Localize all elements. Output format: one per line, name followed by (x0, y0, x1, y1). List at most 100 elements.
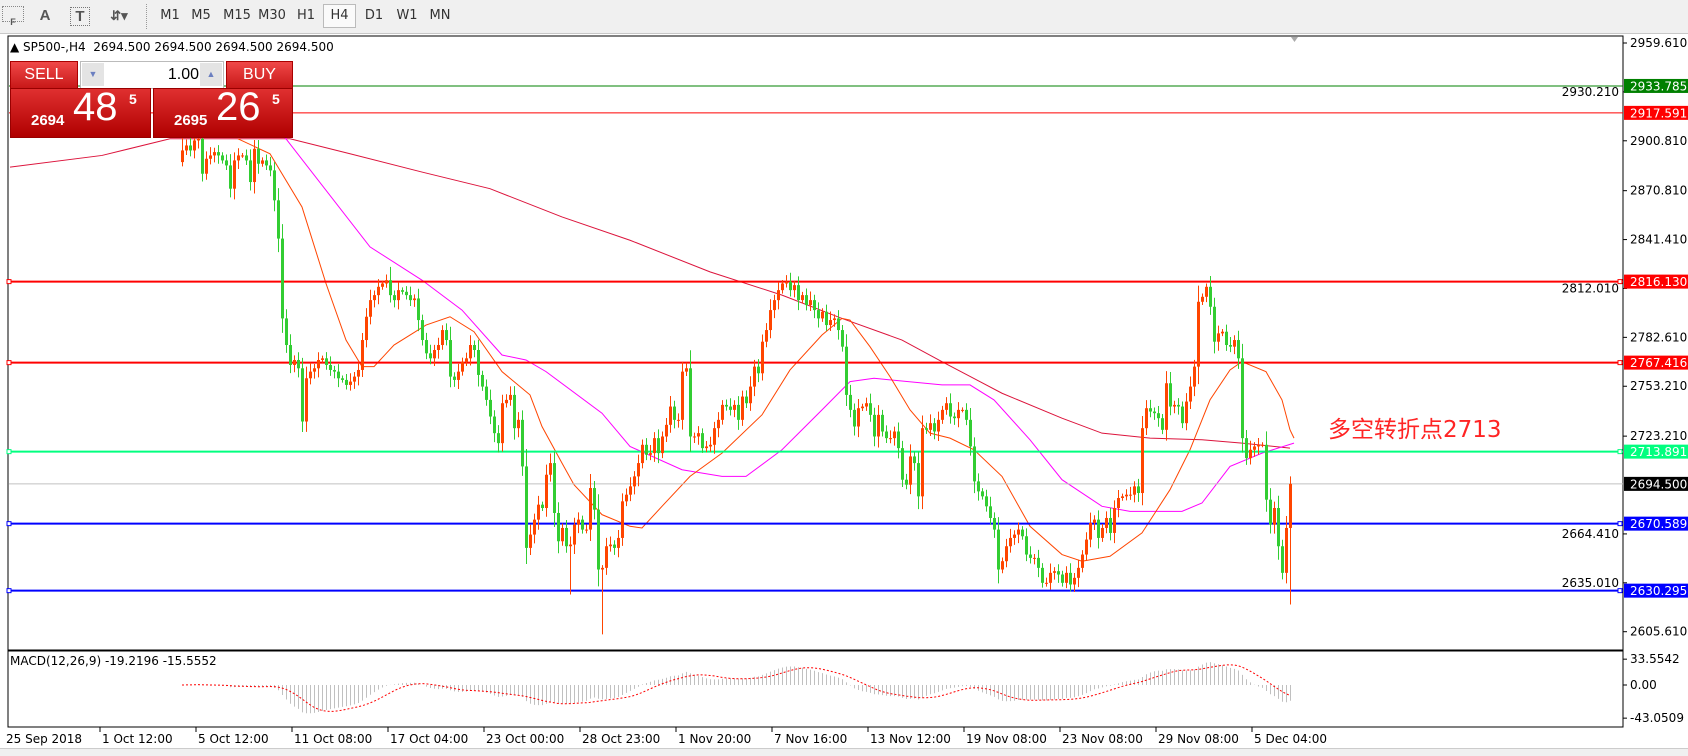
candle-body (1097, 519, 1100, 538)
candle (613, 540, 616, 555)
candle-body (925, 428, 928, 430)
candle (1265, 431, 1268, 512)
candle-body (805, 295, 808, 306)
candle (1217, 325, 1220, 351)
chart-shift-marker-icon[interactable] (1291, 37, 1298, 42)
candle (401, 287, 404, 295)
level-price-label: 2694.500 (1630, 477, 1687, 491)
candle (829, 311, 832, 331)
candle (745, 390, 748, 409)
candle (757, 359, 760, 383)
timeframe-m15-button[interactable]: M15 (223, 8, 251, 23)
grid-f-icon[interactable]: F (2, 6, 24, 27)
candle (309, 362, 312, 385)
macd-axis-label: 0.00 (1630, 678, 1657, 692)
moving-averages (9, 121, 1295, 562)
buy-button[interactable]: BUY (226, 61, 293, 89)
candle (721, 400, 724, 425)
candle-body (1073, 577, 1076, 585)
candle (737, 396, 740, 430)
candle-body (897, 431, 900, 449)
candle (1061, 570, 1064, 587)
lot-decrease-icon[interactable]: ▼ (82, 63, 104, 86)
timeframe-m1-button[interactable]: M1 (160, 8, 180, 23)
moving-average-line (269, 121, 1295, 512)
candle (385, 274, 388, 288)
candle-body (1205, 286, 1208, 297)
candle (541, 501, 544, 511)
candle (353, 372, 356, 389)
lot-size-stepper[interactable]: ▼ 1.00 ▲ (80, 61, 224, 89)
candle-body (1173, 404, 1176, 407)
candle (429, 344, 432, 365)
candle-body (529, 534, 532, 548)
time-tick-label: 29 Nov 08:00 (1158, 732, 1239, 746)
buy-price-button[interactable]: 2695 26 5 (153, 85, 293, 138)
candle (901, 440, 904, 487)
candle-body (293, 359, 296, 365)
candle (913, 451, 916, 471)
candle (1221, 328, 1224, 337)
candle-body (1129, 494, 1132, 496)
candle-body (765, 330, 768, 342)
candle-body (901, 448, 904, 480)
timeframe-w1-button[interactable]: W1 (396, 8, 418, 23)
candle-body (885, 431, 888, 439)
candle-body (413, 298, 416, 301)
buy-price-fraction: 5 (272, 91, 280, 107)
timeframe-m5-button[interactable]: M5 (191, 8, 211, 23)
candle-body (997, 529, 1000, 570)
candle (525, 449, 528, 564)
candle (705, 441, 708, 453)
candle-body (305, 378, 308, 422)
candle (1253, 442, 1256, 457)
candle (1033, 554, 1036, 565)
level-handle-left (6, 449, 12, 455)
candle-body (1241, 358, 1244, 439)
arrows-dropdown-icon[interactable]: ⇵▾ (110, 8, 128, 23)
candle-body (973, 446, 976, 482)
candle (1261, 442, 1264, 448)
lot-increase-icon[interactable]: ▲ (200, 63, 222, 86)
timeframe-m30-button[interactable]: M30 (258, 8, 286, 23)
macd-label: MACD(12,26,9) -19.2196 -15.5552 (10, 654, 217, 668)
candle-body (613, 544, 616, 548)
timeframe-mn-button[interactable]: MN (429, 8, 451, 23)
candle-body (557, 512, 560, 542)
candle-body (685, 368, 688, 372)
candle (461, 357, 464, 376)
level-price-label: 2767.416 (1630, 356, 1687, 370)
candle (1169, 371, 1172, 416)
candle-body (405, 291, 408, 296)
candle (585, 524, 588, 534)
sell-button[interactable]: SELL (10, 61, 78, 89)
candle-body (1237, 340, 1240, 359)
candle (257, 140, 260, 174)
text-a-icon[interactable]: A (39, 7, 51, 24)
candle-body (257, 148, 260, 164)
candle-body (1013, 534, 1016, 538)
candle (1117, 490, 1120, 518)
candle (441, 325, 444, 350)
candle-body (757, 366, 760, 374)
candle (517, 412, 520, 438)
candle-body (197, 138, 200, 141)
timeframe-h1-button[interactable]: H1 (296, 8, 316, 23)
candle (249, 149, 252, 191)
candle-body (345, 379, 348, 385)
timeframe-d1-button[interactable]: D1 (364, 8, 384, 23)
timeframe-h4-button[interactable]: H4 (323, 4, 356, 28)
candle (749, 376, 752, 411)
text-label-icon[interactable]: T (70, 7, 90, 26)
candle-body (593, 488, 596, 510)
candle-body (969, 419, 972, 447)
lot-size-input[interactable]: 1.00 (167, 66, 199, 83)
chart-tabs-bar[interactable] (0, 748, 1688, 756)
collapse-triangle-icon[interactable]: ▲ (10, 40, 24, 54)
candle-body (349, 381, 352, 385)
candle-body (1053, 571, 1056, 573)
sell-price-button[interactable]: 2694 48 5 (10, 85, 151, 138)
candle-body (1065, 572, 1068, 583)
candle-body (409, 295, 412, 301)
